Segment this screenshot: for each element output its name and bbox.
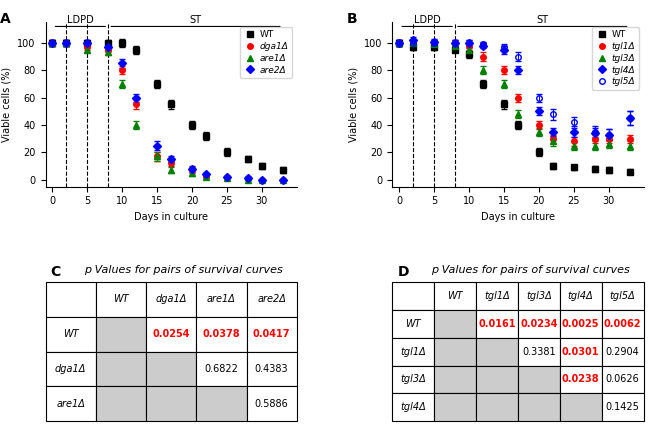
Text: 0.0025: 0.0025 <box>562 319 599 329</box>
FancyBboxPatch shape <box>146 387 196 422</box>
Text: 0.0254: 0.0254 <box>152 329 190 339</box>
FancyBboxPatch shape <box>392 282 434 310</box>
Text: tgl1Δ: tgl1Δ <box>484 291 510 301</box>
Y-axis label: Viable cells (%): Viable cells (%) <box>348 67 359 142</box>
Text: ST: ST <box>536 15 549 25</box>
Text: ST: ST <box>190 15 202 25</box>
FancyBboxPatch shape <box>518 393 560 422</box>
FancyBboxPatch shape <box>196 387 246 422</box>
FancyBboxPatch shape <box>434 393 476 422</box>
Text: C: C <box>51 266 61 279</box>
FancyBboxPatch shape <box>434 282 476 310</box>
Text: tgl5Δ: tgl5Δ <box>610 291 636 301</box>
FancyBboxPatch shape <box>434 337 476 366</box>
Text: LDPD: LDPD <box>67 15 94 25</box>
FancyBboxPatch shape <box>146 316 196 352</box>
Text: 0.4383: 0.4383 <box>255 364 289 374</box>
Text: 0.0062: 0.0062 <box>604 319 642 329</box>
FancyBboxPatch shape <box>518 282 560 310</box>
X-axis label: Days in culture: Days in culture <box>134 212 208 222</box>
FancyBboxPatch shape <box>96 352 146 387</box>
Text: 0.0161: 0.0161 <box>478 319 515 329</box>
Text: p Values for pairs of survival curves: p Values for pairs of survival curves <box>84 266 283 275</box>
Text: 0.0301: 0.0301 <box>562 346 599 357</box>
Text: tgl3Δ: tgl3Δ <box>400 375 426 384</box>
Text: dga1Δ: dga1Δ <box>55 364 86 374</box>
FancyBboxPatch shape <box>146 352 196 387</box>
FancyBboxPatch shape <box>196 352 246 387</box>
FancyBboxPatch shape <box>246 316 297 352</box>
FancyBboxPatch shape <box>246 282 297 316</box>
FancyBboxPatch shape <box>146 282 196 316</box>
Y-axis label: Viable cells (%): Viable cells (%) <box>2 67 12 142</box>
Text: A: A <box>0 13 11 26</box>
Legend: WT, tgl1Δ, tgl3Δ, tgl4Δ, tgl5Δ: WT, tgl1Δ, tgl3Δ, tgl4Δ, tgl5Δ <box>592 27 639 90</box>
FancyBboxPatch shape <box>602 310 644 337</box>
Text: 0.0238: 0.0238 <box>562 375 599 384</box>
Text: 0.3381: 0.3381 <box>522 346 556 357</box>
Text: WT: WT <box>406 319 421 329</box>
FancyBboxPatch shape <box>476 337 518 366</box>
Text: 0.0626: 0.0626 <box>606 375 640 384</box>
Text: 0.5886: 0.5886 <box>255 399 289 409</box>
Text: are1Δ: are1Δ <box>207 294 236 304</box>
FancyBboxPatch shape <box>476 310 518 337</box>
FancyBboxPatch shape <box>392 393 434 422</box>
FancyBboxPatch shape <box>46 387 96 422</box>
FancyBboxPatch shape <box>196 316 246 352</box>
FancyBboxPatch shape <box>96 387 146 422</box>
FancyBboxPatch shape <box>560 310 602 337</box>
FancyBboxPatch shape <box>560 366 602 393</box>
Text: tgl1Δ: tgl1Δ <box>400 346 426 357</box>
FancyBboxPatch shape <box>476 366 518 393</box>
Text: p Values for pairs of survival curves: p Values for pairs of survival curves <box>431 266 630 275</box>
FancyBboxPatch shape <box>392 337 434 366</box>
X-axis label: Days in culture: Days in culture <box>481 212 555 222</box>
Text: LDPD: LDPD <box>414 15 441 25</box>
Text: are1Δ: are1Δ <box>56 399 85 409</box>
FancyBboxPatch shape <box>476 282 518 310</box>
FancyBboxPatch shape <box>246 352 297 387</box>
FancyBboxPatch shape <box>560 337 602 366</box>
Text: WT: WT <box>447 291 463 301</box>
Text: tgl4Δ: tgl4Δ <box>400 402 426 413</box>
FancyBboxPatch shape <box>196 282 246 316</box>
Text: tgl3Δ: tgl3Δ <box>526 291 552 301</box>
Text: 0.6822: 0.6822 <box>205 364 239 374</box>
FancyBboxPatch shape <box>602 393 644 422</box>
Text: 0.2904: 0.2904 <box>606 346 640 357</box>
FancyBboxPatch shape <box>434 366 476 393</box>
Text: 0.0417: 0.0417 <box>253 329 291 339</box>
FancyBboxPatch shape <box>46 352 96 387</box>
FancyBboxPatch shape <box>560 393 602 422</box>
FancyBboxPatch shape <box>46 282 96 316</box>
FancyBboxPatch shape <box>602 337 644 366</box>
FancyBboxPatch shape <box>246 387 297 422</box>
FancyBboxPatch shape <box>602 282 644 310</box>
Text: are2Δ: are2Δ <box>257 294 286 304</box>
Text: tgl4Δ: tgl4Δ <box>568 291 593 301</box>
Text: 0.0234: 0.0234 <box>520 319 558 329</box>
Text: 0.0378: 0.0378 <box>203 329 240 339</box>
Text: dga1Δ: dga1Δ <box>155 294 187 304</box>
FancyBboxPatch shape <box>602 366 644 393</box>
FancyBboxPatch shape <box>46 316 96 352</box>
FancyBboxPatch shape <box>518 310 560 337</box>
FancyBboxPatch shape <box>518 337 560 366</box>
Legend: WT, dga1Δ, are1Δ, are2Δ: WT, dga1Δ, are1Δ, are2Δ <box>240 27 292 78</box>
FancyBboxPatch shape <box>392 366 434 393</box>
FancyBboxPatch shape <box>476 393 518 422</box>
Text: D: D <box>397 266 409 279</box>
Text: B: B <box>347 13 358 26</box>
FancyBboxPatch shape <box>518 366 560 393</box>
FancyBboxPatch shape <box>434 310 476 337</box>
FancyBboxPatch shape <box>560 282 602 310</box>
Text: WT: WT <box>63 329 79 339</box>
FancyBboxPatch shape <box>96 316 146 352</box>
Text: WT: WT <box>113 294 129 304</box>
Text: 0.1425: 0.1425 <box>606 402 640 413</box>
FancyBboxPatch shape <box>96 282 146 316</box>
FancyBboxPatch shape <box>392 310 434 337</box>
